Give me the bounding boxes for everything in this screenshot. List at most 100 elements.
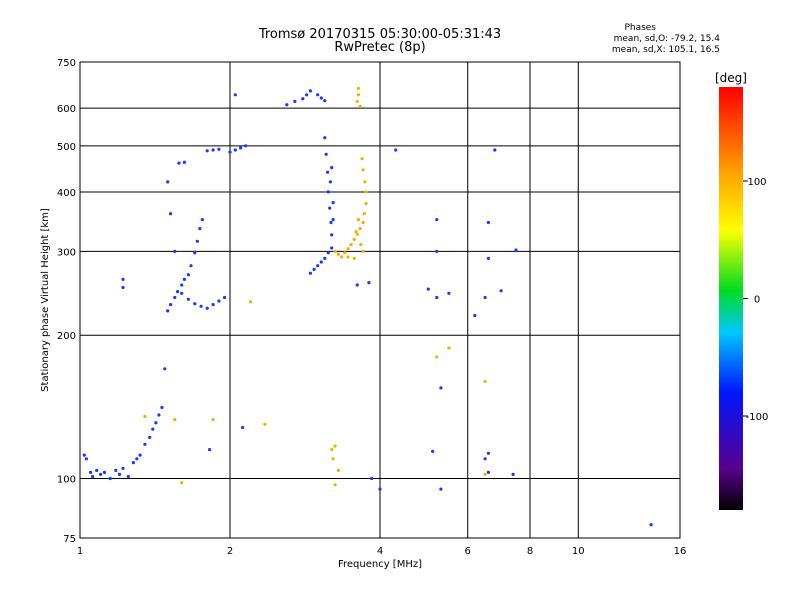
o-mode-echo-point (182, 160, 186, 164)
x-mode-echo-point (352, 237, 356, 241)
o-mode-echo-point (493, 148, 497, 152)
o-mode-echo-point (331, 218, 335, 222)
colorbar-tick-label: 0 (754, 295, 760, 306)
o-mode-echo-point (189, 264, 193, 268)
x-mode-echo-point (356, 93, 360, 97)
o-mode-echo-point (326, 170, 330, 174)
o-mode-echo-point (367, 281, 371, 285)
o-mode-echo-point (217, 147, 221, 151)
o-mode-echo-point (486, 451, 490, 455)
o-mode-echo-point (330, 166, 334, 170)
o-mode-echo-point (217, 299, 221, 303)
x-mode-echo-point (364, 190, 368, 194)
x-axis-label: Frequency [MHz] (338, 559, 422, 570)
x-tick-label: 8 (527, 546, 533, 557)
o-mode-echo-point (186, 273, 190, 277)
x-mode-echo-point (333, 249, 337, 253)
o-mode-echo-point (244, 144, 248, 148)
o-mode-echo-point (301, 97, 305, 101)
o-mode-echo-point (285, 103, 289, 107)
x-mode-echo-point (483, 379, 487, 383)
o-mode-echo-point (157, 413, 161, 417)
x-mode-echo-point (211, 418, 215, 422)
o-mode-echo-point (305, 93, 309, 97)
o-mode-echo-point (439, 487, 443, 491)
o-mode-echo-point (323, 99, 327, 103)
x-mode-echo-point (360, 157, 364, 161)
o-mode-echo-point (169, 303, 173, 307)
x-mode-echo-point (362, 212, 366, 216)
o-mode-echo-point (319, 96, 323, 100)
x-mode-echo-point (361, 249, 365, 253)
x-mode-echo-point (263, 422, 267, 426)
o-mode-echo-point (205, 149, 209, 153)
o-mode-echo-point (308, 271, 312, 275)
o-mode-echo-point (483, 295, 487, 300)
o-mode-echo-point (394, 148, 398, 152)
chart-subtitle: RwPretec (8p) (334, 40, 426, 55)
x-mode-echo-point (346, 247, 350, 251)
colorbar-tick-label: 100 (747, 177, 766, 188)
o-mode-echo-point (328, 180, 332, 184)
o-mode-echo-point (195, 239, 199, 243)
o-mode-echo-point (447, 291, 451, 295)
o-mode-echo-point (316, 264, 320, 268)
o-mode-echo-point (328, 206, 332, 210)
x-mode-echo-point (358, 227, 362, 231)
o-mode-echo-point (91, 474, 95, 479)
o-mode-echo-point (82, 453, 86, 457)
o-mode-echo-point (486, 220, 490, 225)
colorbar-tick-label: -100 (746, 412, 769, 423)
o-mode-echo-point (121, 277, 125, 281)
x-mode-echo-point (336, 468, 340, 472)
x-tick-label: 2 (227, 546, 233, 557)
x-tick-label: 6 (465, 546, 471, 557)
o-mode-echo-point (330, 233, 334, 237)
o-mode-echo-point (329, 220, 333, 225)
o-mode-echo-point (211, 148, 215, 152)
x-mode-echo-point (354, 230, 358, 234)
o-mode-echo-point (198, 227, 202, 231)
o-mode-echo-point (138, 453, 142, 457)
o-mode-echo-point (435, 295, 439, 300)
x-mode-echo-point (361, 220, 365, 225)
o-mode-echo-point (323, 256, 327, 260)
o-mode-echo-point (511, 472, 515, 476)
o-mode-echo-point (211, 303, 215, 307)
o-mode-echo-point (121, 466, 125, 470)
x-mode-echo-point (352, 256, 356, 260)
o-mode-echo-point (176, 290, 180, 294)
o-mode-echo-point (431, 449, 435, 453)
x-mode-echo-point (340, 255, 344, 259)
o-mode-echo-point (239, 146, 243, 150)
o-mode-echo-point (316, 93, 320, 97)
x-mode-echo-point (336, 252, 340, 256)
o-mode-echo-point (95, 468, 99, 472)
o-mode-echo-point (173, 249, 177, 253)
x-mode-echo-point (333, 444, 337, 448)
o-mode-echo-point (108, 476, 112, 481)
o-mode-echo-point (208, 448, 212, 452)
o-mode-echo-point (241, 425, 245, 430)
o-mode-echo-point (649, 523, 653, 527)
x-mode-echo-point (483, 472, 487, 476)
o-mode-echo-point (308, 89, 312, 93)
x-mode-echo-point (180, 481, 184, 485)
y-tick-label: 750 (57, 58, 76, 69)
o-mode-echo-point (378, 487, 382, 491)
x-tick-label: 10 (572, 546, 585, 557)
colorbar (719, 87, 743, 510)
x-mode-echo-point (346, 255, 350, 259)
o-mode-echo-point (177, 161, 181, 165)
o-mode-echo-point (160, 405, 164, 410)
x-mode-echo-point (333, 483, 337, 487)
x-mode-echo-point (249, 300, 253, 304)
o-mode-echo-point (180, 283, 184, 287)
o-mode-echo-point (135, 457, 139, 461)
o-mode-echo-point (486, 256, 490, 260)
y-tick-label: 400 (57, 188, 76, 199)
o-mode-echo-point (312, 267, 316, 271)
o-mode-echo-point (331, 201, 335, 205)
o-mode-echo-point (151, 427, 155, 431)
